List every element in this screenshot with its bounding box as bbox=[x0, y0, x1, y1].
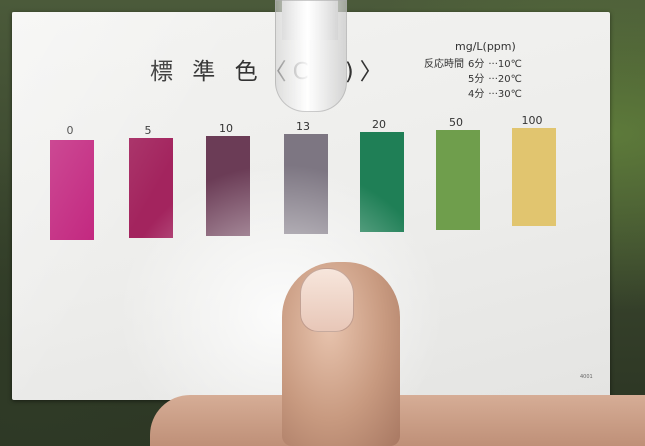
swatch-label: 50 bbox=[449, 116, 463, 129]
swatch-0 bbox=[50, 140, 94, 240]
reaction-time-label: 反応時間 bbox=[424, 59, 464, 70]
swatch-10 bbox=[206, 136, 250, 236]
reaction-row: 反応時間 6分 ···10℃ bbox=[424, 57, 522, 72]
reaction-time: 5分 bbox=[468, 74, 485, 85]
reaction-time: 6分 bbox=[468, 59, 485, 70]
thumbnail bbox=[300, 268, 354, 332]
swatch-label: 10 bbox=[219, 122, 233, 135]
reaction-row: 5分 ···20℃ bbox=[424, 72, 522, 87]
swatch-label: 5 bbox=[144, 124, 152, 137]
swatch-50 bbox=[436, 130, 480, 230]
reaction-time: 4分 bbox=[468, 89, 485, 100]
swatch-20 bbox=[360, 132, 404, 232]
reaction-row: 4分 ···30℃ bbox=[424, 87, 522, 102]
unit-label: mg/L(ppm) bbox=[455, 40, 516, 53]
reaction-temp: ···30℃ bbox=[488, 89, 522, 100]
reaction-time-table: 反応時間 6分 ···10℃ 5分 ···20℃ 4分 ···30℃ bbox=[424, 57, 522, 102]
swatch-5 bbox=[129, 138, 173, 238]
card-title: 標 準 色〈C)〉 bbox=[150, 52, 389, 86]
swatch-100 bbox=[512, 128, 556, 226]
reaction-temp: ···20℃ bbox=[488, 74, 522, 85]
card-code: 4001 bbox=[580, 374, 593, 380]
swatch-label: 20 bbox=[372, 118, 386, 131]
swatch-label: 100 bbox=[521, 114, 543, 127]
title-end: )〉 bbox=[344, 59, 389, 85]
test-tube bbox=[275, 0, 347, 112]
swatch-label: 0 bbox=[66, 124, 74, 137]
swatch-13 bbox=[284, 134, 328, 234]
swatch-label: 13 bbox=[296, 120, 310, 133]
reaction-temp: ···10℃ bbox=[488, 59, 522, 70]
